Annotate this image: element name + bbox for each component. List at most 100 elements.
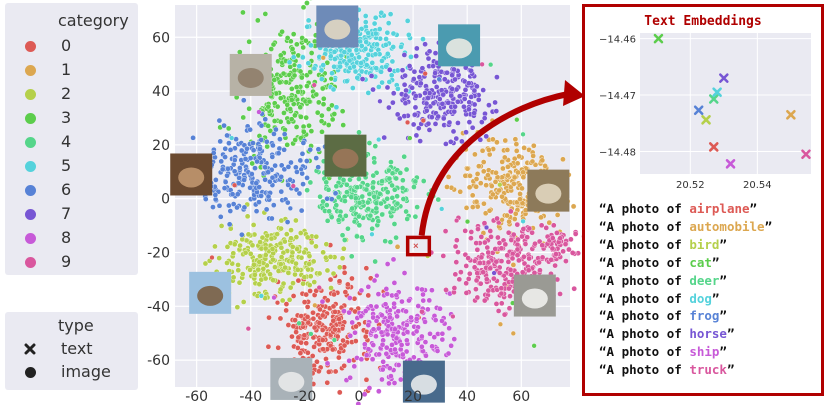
image-point <box>452 76 458 83</box>
image-point <box>239 271 246 277</box>
image-point <box>381 134 388 141</box>
image-point <box>432 121 439 127</box>
image-point <box>423 352 429 359</box>
image-point <box>481 220 488 226</box>
legend-label: 4 <box>61 132 72 151</box>
image-point <box>313 233 320 240</box>
image-point <box>482 239 488 246</box>
image-point <box>487 265 494 272</box>
image-point <box>464 219 471 225</box>
image-point <box>569 250 576 256</box>
image-point <box>324 218 331 224</box>
image-point <box>474 83 480 90</box>
image-point <box>267 271 273 277</box>
inset-chart: 20.52 20.54 −14.46 −14.47 −14.48 <box>599 33 811 191</box>
image-point <box>320 346 326 352</box>
image-point <box>504 212 510 219</box>
y-tick-label: 40 <box>152 84 170 100</box>
image-point <box>295 89 301 95</box>
image-point <box>247 251 254 257</box>
image-point <box>493 108 500 114</box>
image-point <box>509 255 516 262</box>
image-point <box>304 23 311 30</box>
image-point <box>306 122 312 129</box>
image-point <box>347 374 353 381</box>
prompt-line: “A photo of truck” <box>599 361 772 379</box>
ship-thumbnail <box>402 360 445 403</box>
image-point <box>289 244 296 250</box>
prompt-suffix: ” <box>711 254 720 270</box>
legend-item-4: 4 <box>5 132 138 152</box>
image-point <box>388 373 394 379</box>
image-point <box>422 90 428 96</box>
image-point <box>290 54 297 61</box>
image-point <box>293 260 299 267</box>
prompt-suffix: ” <box>719 272 727 288</box>
image-point <box>247 267 253 273</box>
image-point <box>307 288 313 294</box>
image-point <box>278 225 284 232</box>
prompt-line: “A photo of airplane” <box>599 200 772 218</box>
image-point <box>363 62 370 68</box>
image-point <box>335 217 342 223</box>
image-point <box>474 294 481 301</box>
image-point <box>278 162 285 169</box>
image-point <box>463 263 470 269</box>
prompt-class-word: frog <box>689 308 720 324</box>
prompt-prefix: “A photo of <box>599 201 690 216</box>
image-point <box>287 284 294 291</box>
image-point <box>496 240 503 246</box>
image-point <box>358 356 365 363</box>
image-point <box>296 320 302 326</box>
image-point <box>371 193 378 200</box>
image-point <box>370 172 377 179</box>
image-point <box>399 67 406 74</box>
image-point <box>262 275 269 282</box>
image-point <box>568 236 574 243</box>
image-point <box>324 297 331 304</box>
image-point <box>370 184 376 191</box>
image-point <box>379 312 385 319</box>
image-point <box>340 337 346 344</box>
image-point <box>340 177 347 183</box>
inset-plot-background <box>640 33 811 174</box>
image-point <box>212 243 218 250</box>
image-point <box>356 222 363 229</box>
image-point <box>237 165 243 171</box>
image-point <box>333 202 340 209</box>
image-point <box>482 210 489 217</box>
image-point <box>492 246 499 252</box>
image-point <box>461 96 468 102</box>
image-point <box>393 292 400 298</box>
image-point <box>464 165 471 172</box>
legend-label: 6 <box>61 180 72 199</box>
image-point <box>522 241 529 247</box>
image-point <box>401 81 408 88</box>
image-point <box>384 195 391 202</box>
image-point <box>342 289 349 295</box>
image-point <box>287 176 293 183</box>
image-point <box>278 254 285 260</box>
image-point <box>245 231 252 238</box>
image-point <box>283 301 290 307</box>
prompt-prefix: “A photo of <box>599 236 690 252</box>
prompt-suffix: ” <box>711 290 720 306</box>
image-point <box>363 376 370 383</box>
image-point <box>256 184 262 190</box>
image-point <box>508 271 515 278</box>
prompt-list: “A photo of airplane” “A photo of automob… <box>599 200 772 379</box>
image-point <box>341 362 347 369</box>
legend-label: 7 <box>61 204 72 223</box>
cat-thumbnail <box>229 53 272 96</box>
image-point <box>283 231 290 237</box>
image-point <box>505 229 512 236</box>
image-point <box>384 261 391 267</box>
image-point <box>333 183 340 190</box>
image-point <box>373 303 380 310</box>
image-point <box>293 217 299 224</box>
image-point <box>572 231 579 237</box>
image-point <box>514 221 521 228</box>
image-point <box>265 169 271 175</box>
image-point <box>450 128 457 135</box>
image-point <box>323 254 329 261</box>
